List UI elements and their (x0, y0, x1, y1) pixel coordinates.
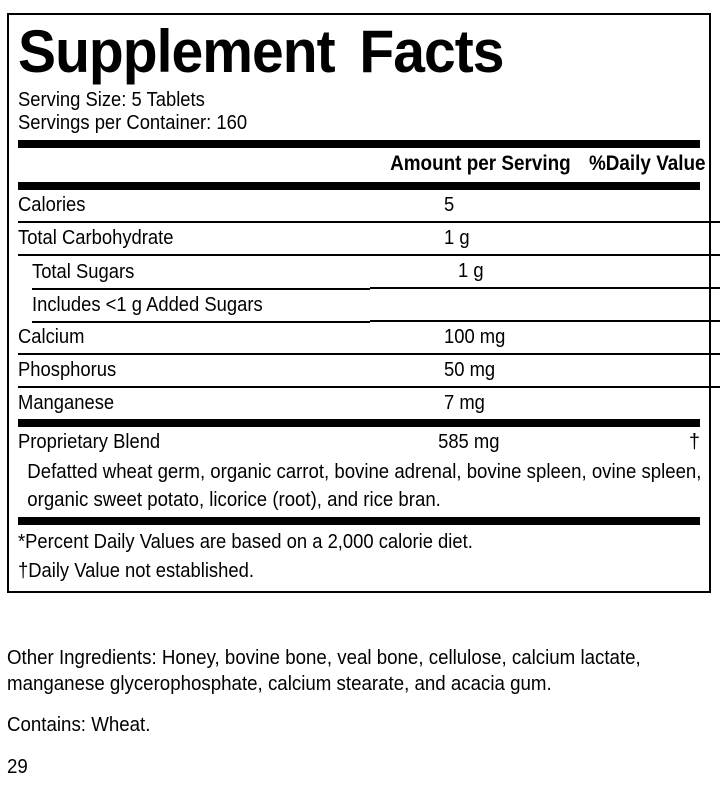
nutrient-name-total-carbohydrate: Total Carbohydrate (18, 222, 370, 256)
rule-above-blend (18, 419, 700, 427)
table-row: Manganese 7 mg 304% (18, 387, 720, 419)
rule-above-headers (18, 140, 700, 148)
nutrient-name-total-sugars: Total Sugars (18, 255, 370, 289)
nutrient-amount-added-sugars (370, 288, 642, 322)
label-footer: Other Ingredients: Honey, bovine bone, v… (7, 645, 713, 780)
panel-title-word-supplement: Supplement (18, 18, 336, 85)
nutrition-table: Amount per Serving %Daily Value (18, 148, 706, 180)
nutrient-dv-total-carbohydrate: <1%* (642, 222, 720, 256)
proprietary-blend-row: Proprietary Blend 585 mg † (18, 427, 700, 458)
other-ingredients: Other Ingredients: Honey, bovine bone, v… (7, 647, 641, 695)
nutrient-dv-calcium: 8% (642, 321, 720, 355)
proprietary-blend-description: Defatted wheat germ, organic carrot, bov… (27, 461, 702, 511)
footnote-daily-value-not-established: †Daily Value not established. (18, 560, 254, 582)
nutrient-amount-phosphorus: 50 mg (370, 354, 642, 388)
table-row: Calories 5 (18, 190, 720, 223)
nutrient-name-manganese: Manganese (18, 392, 115, 414)
rule-above-footnotes (18, 517, 700, 525)
header-blank-cell (18, 148, 370, 180)
table-row: Total Sugars 1 g † (18, 255, 720, 289)
supplement-facts-panel: Supplement Facts Serving Size: 5 Tablets … (7, 13, 720, 593)
proprietary-blend-amount: 585 mg (438, 431, 500, 453)
table-row: Calcium 100 mg 8% (18, 321, 720, 355)
table-row: Includes <1 g Added Sugars 1%* (18, 288, 720, 323)
nutrient-name-added-sugars: Includes <1 g Added Sugars (18, 288, 370, 323)
footnotes: *Percent Daily Values are based on a 2,0… (18, 525, 700, 591)
nutrient-name-calories: Calories (18, 190, 370, 223)
rule-below-headers (18, 182, 700, 190)
nutrient-dv-manganese: 304% (642, 387, 720, 419)
contains-statement: Contains: Wheat. (7, 714, 151, 736)
nutrient-amount-manganese: 7 mg (444, 392, 485, 414)
header-amount-per-serving: Amount per Serving (390, 152, 571, 175)
nutrient-dv-calories (642, 190, 720, 223)
serving-info: Serving Size: 5 Tablets Servings per Con… (18, 89, 700, 135)
nutrient-dv-phosphorus: 4% (642, 354, 720, 388)
nutrient-amount-calcium: 100 mg (370, 321, 642, 355)
table-row: Phosphorus 50 mg 4% (18, 354, 720, 388)
nutrient-rows-table: Calories 5 Total Carbohydrate 1 g <1%* T… (18, 190, 720, 419)
nutrient-name-calcium: Calcium (18, 321, 370, 355)
table-header-row: Amount per Serving %Daily Value (18, 148, 706, 180)
nutrient-name-phosphorus: Phosphorus (18, 354, 370, 388)
nutrient-amount-total-sugars: 1 g (370, 255, 642, 289)
footnote-percent-daily-value: *Percent Daily Values are based on a 2,0… (18, 531, 473, 553)
nutrient-dv-added-sugars: 1%* (642, 288, 720, 322)
proprietary-blend-dv: † (688, 431, 700, 453)
table-row: Total Carbohydrate 1 g <1%* (18, 222, 720, 256)
proprietary-blend-name: Proprietary Blend (18, 431, 161, 453)
serving-size: Serving Size: 5 Tablets (18, 89, 205, 111)
panel-title: Supplement Facts (18, 21, 666, 83)
header-daily-value: %Daily Value (589, 152, 706, 175)
nutrient-amount-calories: 5 (370, 190, 642, 223)
nutrient-dv-total-sugars: † (642, 255, 720, 289)
nutrient-amount-total-carbohydrate: 1 g (370, 222, 642, 256)
page-number: 29 (7, 756, 28, 778)
servings-per-container: Servings per Container: 160 (18, 112, 248, 134)
panel-title-word-facts: Facts (359, 18, 504, 85)
